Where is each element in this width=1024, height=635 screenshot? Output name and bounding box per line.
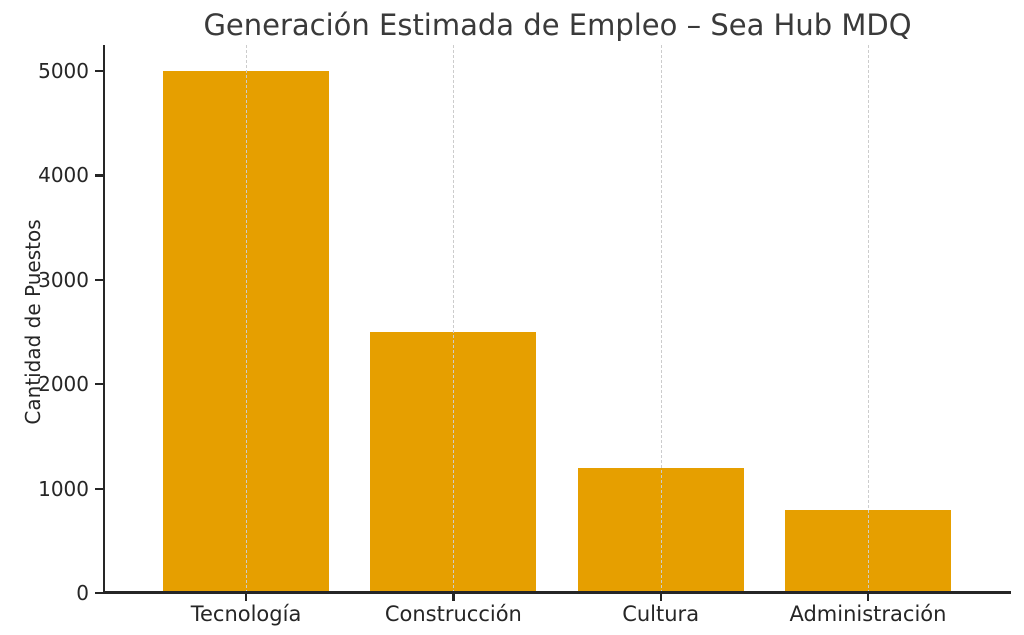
x-tick-label: Administración bbox=[789, 602, 947, 626]
y-axis-spine bbox=[103, 45, 106, 593]
plot-area bbox=[103, 45, 1011, 594]
x-axis-spine bbox=[103, 591, 1011, 594]
y-tick-label: 4000 bbox=[38, 163, 89, 188]
y-axis-label: Cantidad de Puestos bbox=[21, 219, 45, 425]
grid-line bbox=[453, 45, 455, 593]
y-tick-mark bbox=[95, 278, 103, 281]
x-tick-mark bbox=[659, 593, 662, 601]
y-tick-label: 1000 bbox=[38, 476, 89, 501]
x-tick-mark bbox=[452, 593, 455, 601]
grid-line bbox=[246, 45, 248, 593]
x-tick-mark bbox=[866, 593, 870, 601]
x-tick-label: Cultura bbox=[622, 602, 700, 626]
x-tick-label: Construcción bbox=[384, 602, 522, 626]
grid-line bbox=[867, 45, 869, 593]
chart-title: Generación Estimada de Empleo – Sea Hub … bbox=[203, 8, 912, 42]
x-tick-mark bbox=[245, 593, 248, 601]
y-tick-mark bbox=[95, 487, 103, 490]
grid-line bbox=[660, 45, 662, 593]
y-tick-label: 5000 bbox=[38, 59, 89, 84]
y-tick-mark bbox=[95, 69, 103, 73]
y-tick-mark bbox=[95, 591, 103, 595]
y-tick-mark bbox=[95, 383, 103, 386]
x-tick-label: Tecnología bbox=[190, 602, 302, 626]
y-tick-label: 2000 bbox=[38, 372, 89, 397]
y-tick-label: 0 bbox=[76, 581, 89, 605]
y-tick-mark bbox=[95, 174, 103, 177]
y-tick-label: 3000 bbox=[38, 267, 89, 292]
